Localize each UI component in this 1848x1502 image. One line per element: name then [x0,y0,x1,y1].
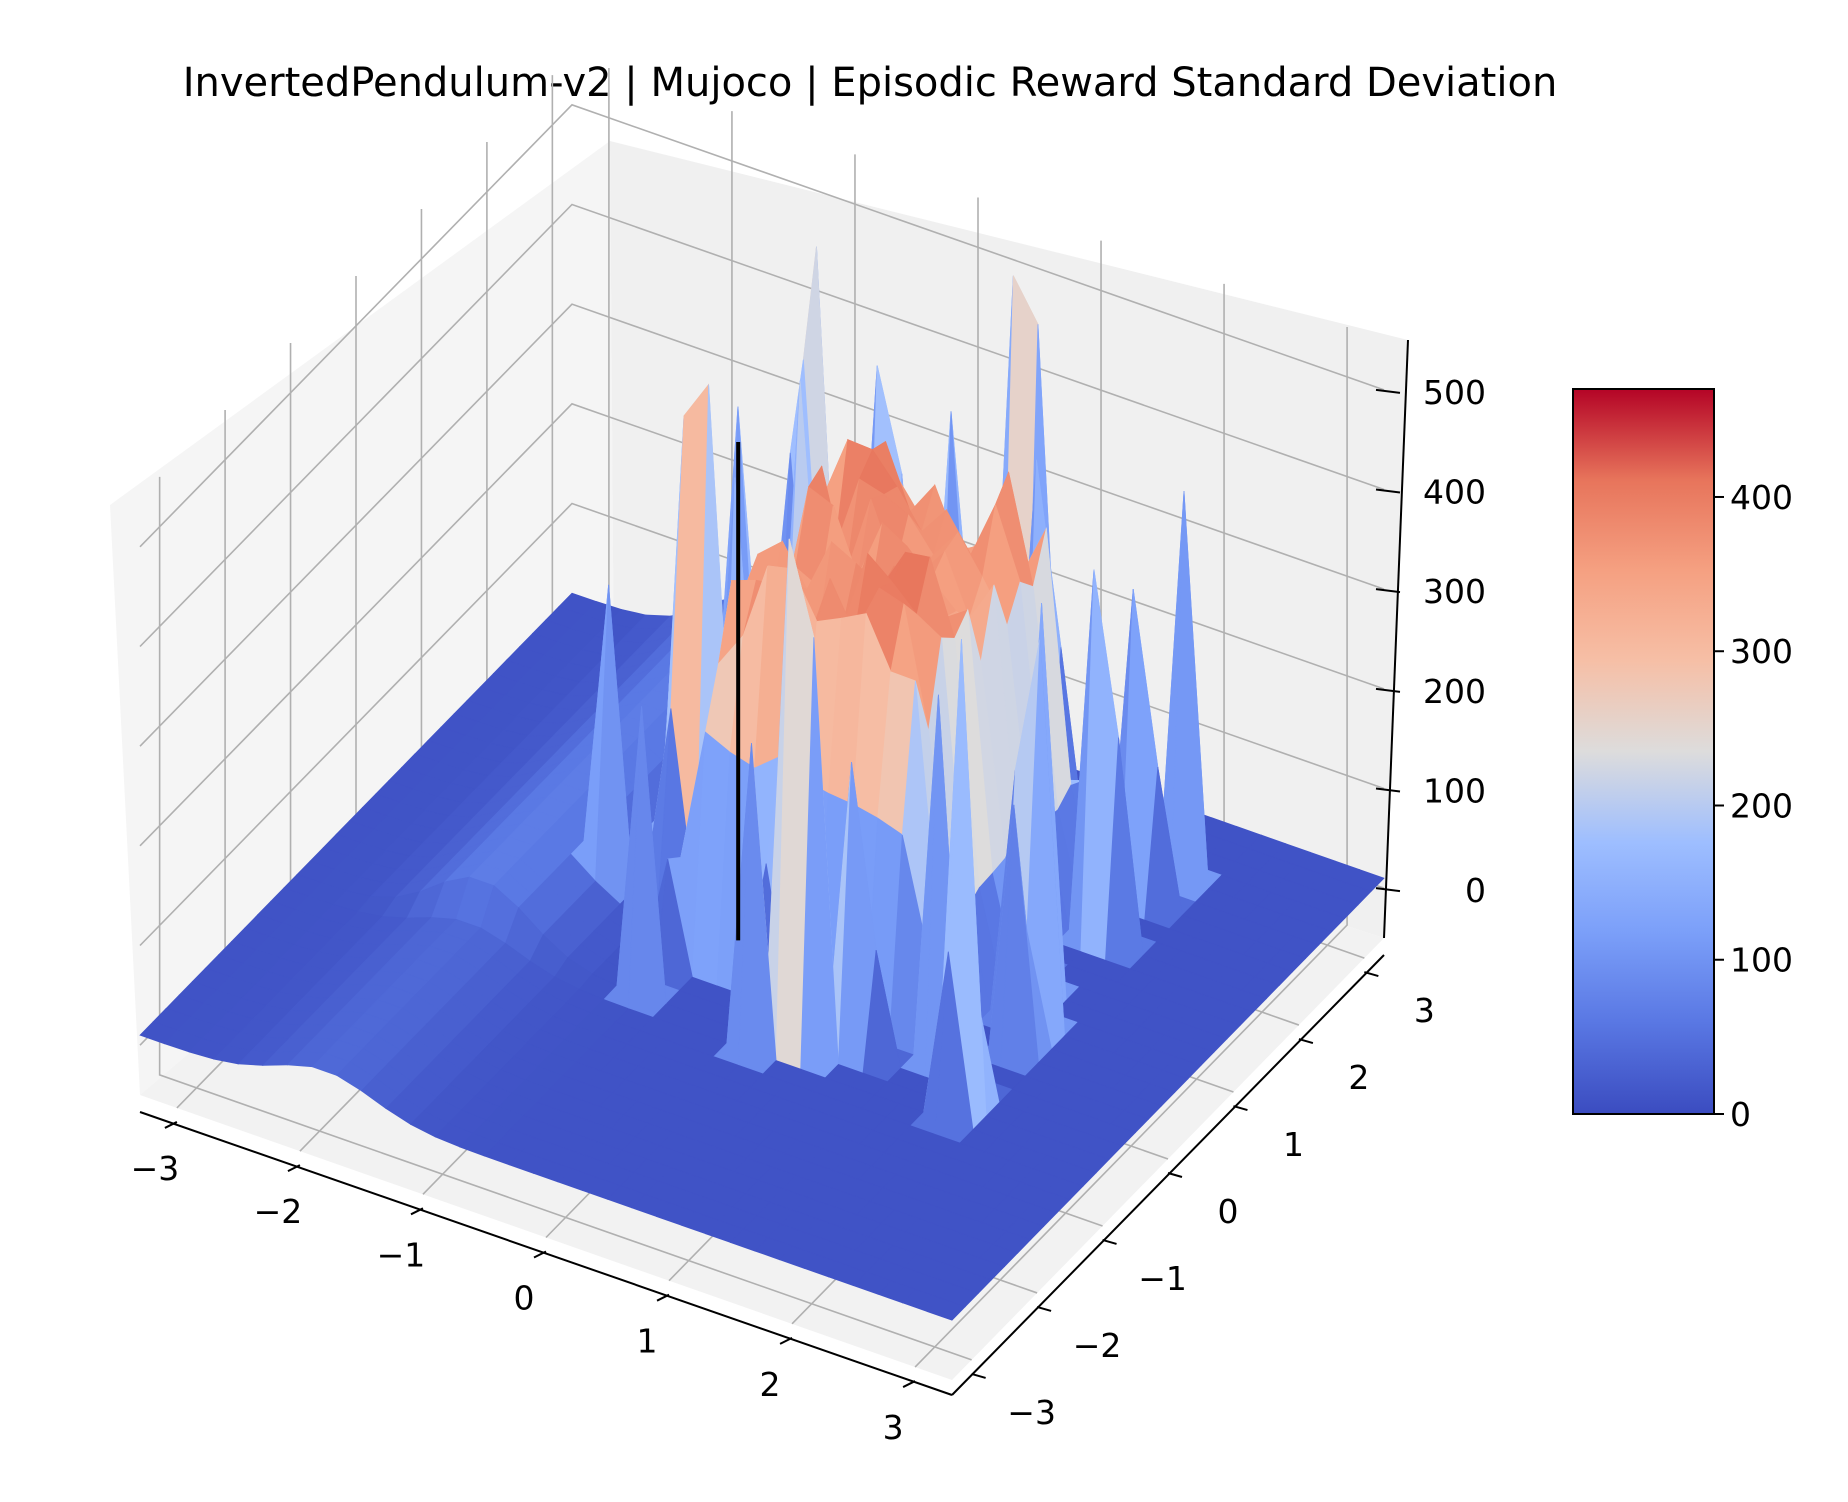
grid-line-z-4 [139,203,1385,648]
colorbar-tick-label-4: 400 [1730,478,1793,517]
axes-layer [139,339,1409,1396]
grid-line-z-1 [139,502,1385,947]
colorbar-tick-label-2: 200 [1730,786,1793,825]
colorbar-tick-label-1: 100 [1730,941,1793,980]
z-tick-label-1: 100 [1423,772,1486,811]
z-axis-line [1383,339,1409,939]
y-tick-label-0: −3 [1007,1393,1056,1432]
z-tick-label-2: 200 [1423,672,1486,711]
z-tick-mark-1 [1375,787,1401,793]
x-tick-label-6: 3 [883,1408,904,1447]
x-tick-mark-6 [902,1380,916,1388]
y-tick-label-2: −1 [1138,1259,1187,1298]
z-tick-label-3: 300 [1423,572,1486,611]
y-tick-mark-1 [1036,1305,1052,1312]
y-axis-line [951,954,1385,1396]
chart-title: InvertedPendulum-v2 | Mujoco | Episodic … [183,60,1558,106]
z-tick-label-4: 400 [1423,473,1486,512]
x-tick-mark-2 [410,1207,424,1216]
y-tick-mark-5 [1298,1038,1314,1045]
z-tick-mark-4 [1375,488,1401,494]
x-axis-line [139,1111,953,1396]
grid-line-z-2 [139,402,1385,847]
y-tick-label-6: 3 [1414,991,1435,1030]
x-tick-mark-4 [656,1293,670,1302]
z-tick-mark-0 [1375,887,1401,893]
y-tick-label-3: 0 [1218,1192,1239,1231]
y-tick-mark-2 [1102,1239,1117,1245]
y-tick-mark-0 [971,1372,986,1379]
z-tick-label-5: 500 [1423,373,1486,412]
x-tick-mark-1 [287,1164,301,1173]
z-tick-mark-5 [1375,388,1401,394]
y-tick-mark-3 [1167,1172,1183,1178]
x-tick-mark-5 [779,1336,793,1345]
grid-line-y-0 [158,476,972,1361]
grid-line-z-5 [139,103,1385,548]
x-tick-labels: −3 −2 −1 0 1 2 3 [131,1121,916,1447]
grid-line-x-6 [914,327,1348,1368]
colorbar-tick-label-0: 0 [1730,1095,1751,1134]
y-tick-label-4: 1 [1283,1125,1304,1164]
y-tick-label-5: 2 [1348,1058,1369,1097]
x-tick-label-0: −3 [131,1149,180,1188]
x-tick-label-4: 1 [637,1322,658,1361]
grid-line-z-3 [139,303,1385,747]
z-tick-mark-3 [1375,588,1401,594]
colorbar-tick-label-3: 300 [1730,632,1793,671]
y-tick-label-1: −2 [1073,1326,1122,1365]
x-tick-label-5: 2 [760,1365,781,1404]
y-tick-mark-4 [1233,1105,1248,1111]
surface-layer [139,246,1385,1321]
y-tick-labels: −3 −2 −1 0 1 2 3 [971,971,1435,1432]
z-tick-labels: 0 100 200 300 400 500 [1375,373,1486,910]
colorbar-tick-labels: 0 100 200 300 400 [1714,478,1793,1134]
x-tick-label-1: −2 [254,1192,303,1231]
x-tick-label-2: −1 [377,1235,426,1274]
surface-patch [926,1297,966,1321]
x-tick-mark-3 [533,1250,547,1259]
colorbar [1572,388,1715,1115]
z-tick-mark-2 [1375,687,1401,693]
x-tick-mark-0 [164,1121,178,1129]
z-tick-label-0: 0 [1465,871,1486,910]
y-tick-mark-6 [1364,971,1379,978]
x-tick-label-3: 0 [514,1279,535,1318]
